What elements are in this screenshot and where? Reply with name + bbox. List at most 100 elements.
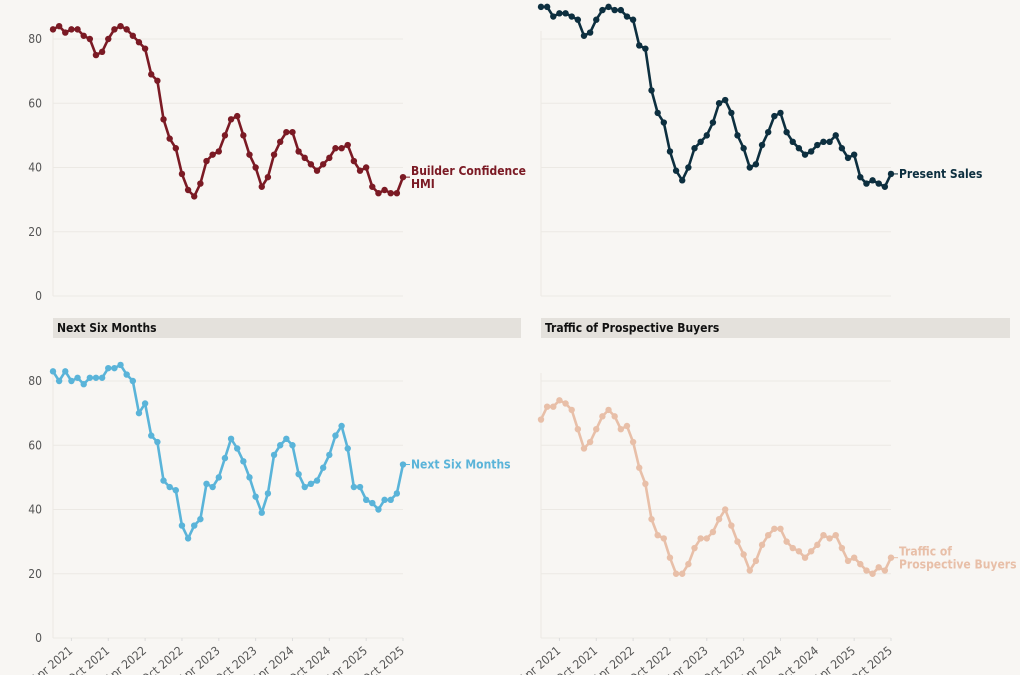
data-point xyxy=(154,77,161,84)
data-point xyxy=(98,48,106,56)
data-point xyxy=(863,180,870,187)
data-point xyxy=(178,522,186,529)
data-point xyxy=(764,128,772,136)
data-point xyxy=(283,435,290,443)
data-point xyxy=(814,141,821,149)
data-point xyxy=(691,544,698,552)
data-point xyxy=(117,22,124,30)
data-point xyxy=(789,544,796,552)
data-point xyxy=(209,151,216,158)
data-point xyxy=(562,10,569,17)
data-point xyxy=(599,6,606,14)
data-point xyxy=(838,544,846,552)
data-point xyxy=(771,525,778,532)
data-point xyxy=(369,499,376,507)
data-point xyxy=(629,438,637,446)
data-point xyxy=(111,26,118,33)
data-point xyxy=(543,403,551,410)
data-point xyxy=(881,183,889,190)
data-point xyxy=(295,148,302,155)
data-point xyxy=(764,532,772,539)
data-point xyxy=(752,557,760,565)
data-point xyxy=(332,432,339,439)
data-point xyxy=(844,557,852,565)
data-point xyxy=(387,496,394,504)
data-point xyxy=(666,148,674,155)
x-tick-label: Apr 2024 xyxy=(249,643,296,675)
y-tick-label: 40 xyxy=(28,503,42,517)
data-point xyxy=(783,128,790,136)
data-point xyxy=(234,445,241,452)
data-point xyxy=(319,161,327,168)
panel-title: Next Six Months xyxy=(57,321,157,335)
data-point xyxy=(332,145,339,152)
y-tick-label: 0 xyxy=(35,289,42,303)
data-point xyxy=(801,554,809,561)
panel-strip xyxy=(53,318,521,338)
data-point xyxy=(289,128,296,136)
data-point xyxy=(160,116,167,123)
data-point xyxy=(313,167,321,174)
data-point xyxy=(838,145,846,152)
data-point xyxy=(863,567,870,574)
data-point xyxy=(826,535,833,542)
data-point xyxy=(191,522,198,529)
data-point xyxy=(227,116,235,123)
data-point xyxy=(820,138,827,145)
data-point xyxy=(301,154,308,162)
data-point xyxy=(289,442,296,449)
data-point xyxy=(709,119,717,126)
x-tick-label: Apr 2022 xyxy=(590,644,637,675)
data-point xyxy=(221,454,229,462)
panel-title: Traffic of Prospective Buyers xyxy=(545,321,719,335)
data-point xyxy=(556,10,563,17)
data-point xyxy=(777,525,784,532)
x-tick-label: Apr 2022 xyxy=(102,644,149,675)
data-point xyxy=(660,535,668,542)
data-point xyxy=(807,548,815,555)
data-point xyxy=(221,132,229,139)
data-point xyxy=(789,138,796,145)
data-point xyxy=(734,538,741,545)
data-point xyxy=(550,13,557,20)
data-point xyxy=(887,554,895,561)
x-tick-label: Apr 2025 xyxy=(811,644,858,675)
data-point xyxy=(191,193,198,200)
data-point xyxy=(252,493,259,500)
series-line xyxy=(541,5,893,189)
data-point xyxy=(62,368,69,375)
x-tick-label: Oct 2021 xyxy=(553,644,600,675)
data-point xyxy=(740,551,747,558)
data-point xyxy=(654,109,661,117)
data-point xyxy=(117,361,124,369)
data-point xyxy=(148,71,155,78)
data-point xyxy=(215,148,222,155)
data-point xyxy=(399,173,407,181)
data-point xyxy=(869,570,876,577)
data-point xyxy=(722,96,729,104)
data-point xyxy=(648,87,655,94)
data-point xyxy=(197,515,204,523)
x-tick-label: Oct 2024 xyxy=(286,643,333,675)
data-point xyxy=(850,151,858,158)
data-point xyxy=(178,170,186,178)
data-point xyxy=(605,406,612,414)
data-point xyxy=(55,377,63,385)
y-tick-label: 20 xyxy=(28,567,42,581)
data-point xyxy=(160,477,167,484)
data-point xyxy=(636,42,643,49)
data-point xyxy=(611,413,618,420)
data-point xyxy=(154,438,161,446)
data-point xyxy=(734,132,741,139)
data-point xyxy=(740,145,747,152)
data-point xyxy=(135,39,143,46)
data-point xyxy=(369,183,376,190)
data-point xyxy=(387,190,394,197)
data-point xyxy=(258,509,265,516)
data-point xyxy=(129,32,137,39)
panel-2: Present Sales xyxy=(537,3,982,297)
data-point xyxy=(783,538,790,545)
data-point xyxy=(234,112,241,120)
data-point xyxy=(593,425,600,433)
data-point xyxy=(722,506,729,513)
